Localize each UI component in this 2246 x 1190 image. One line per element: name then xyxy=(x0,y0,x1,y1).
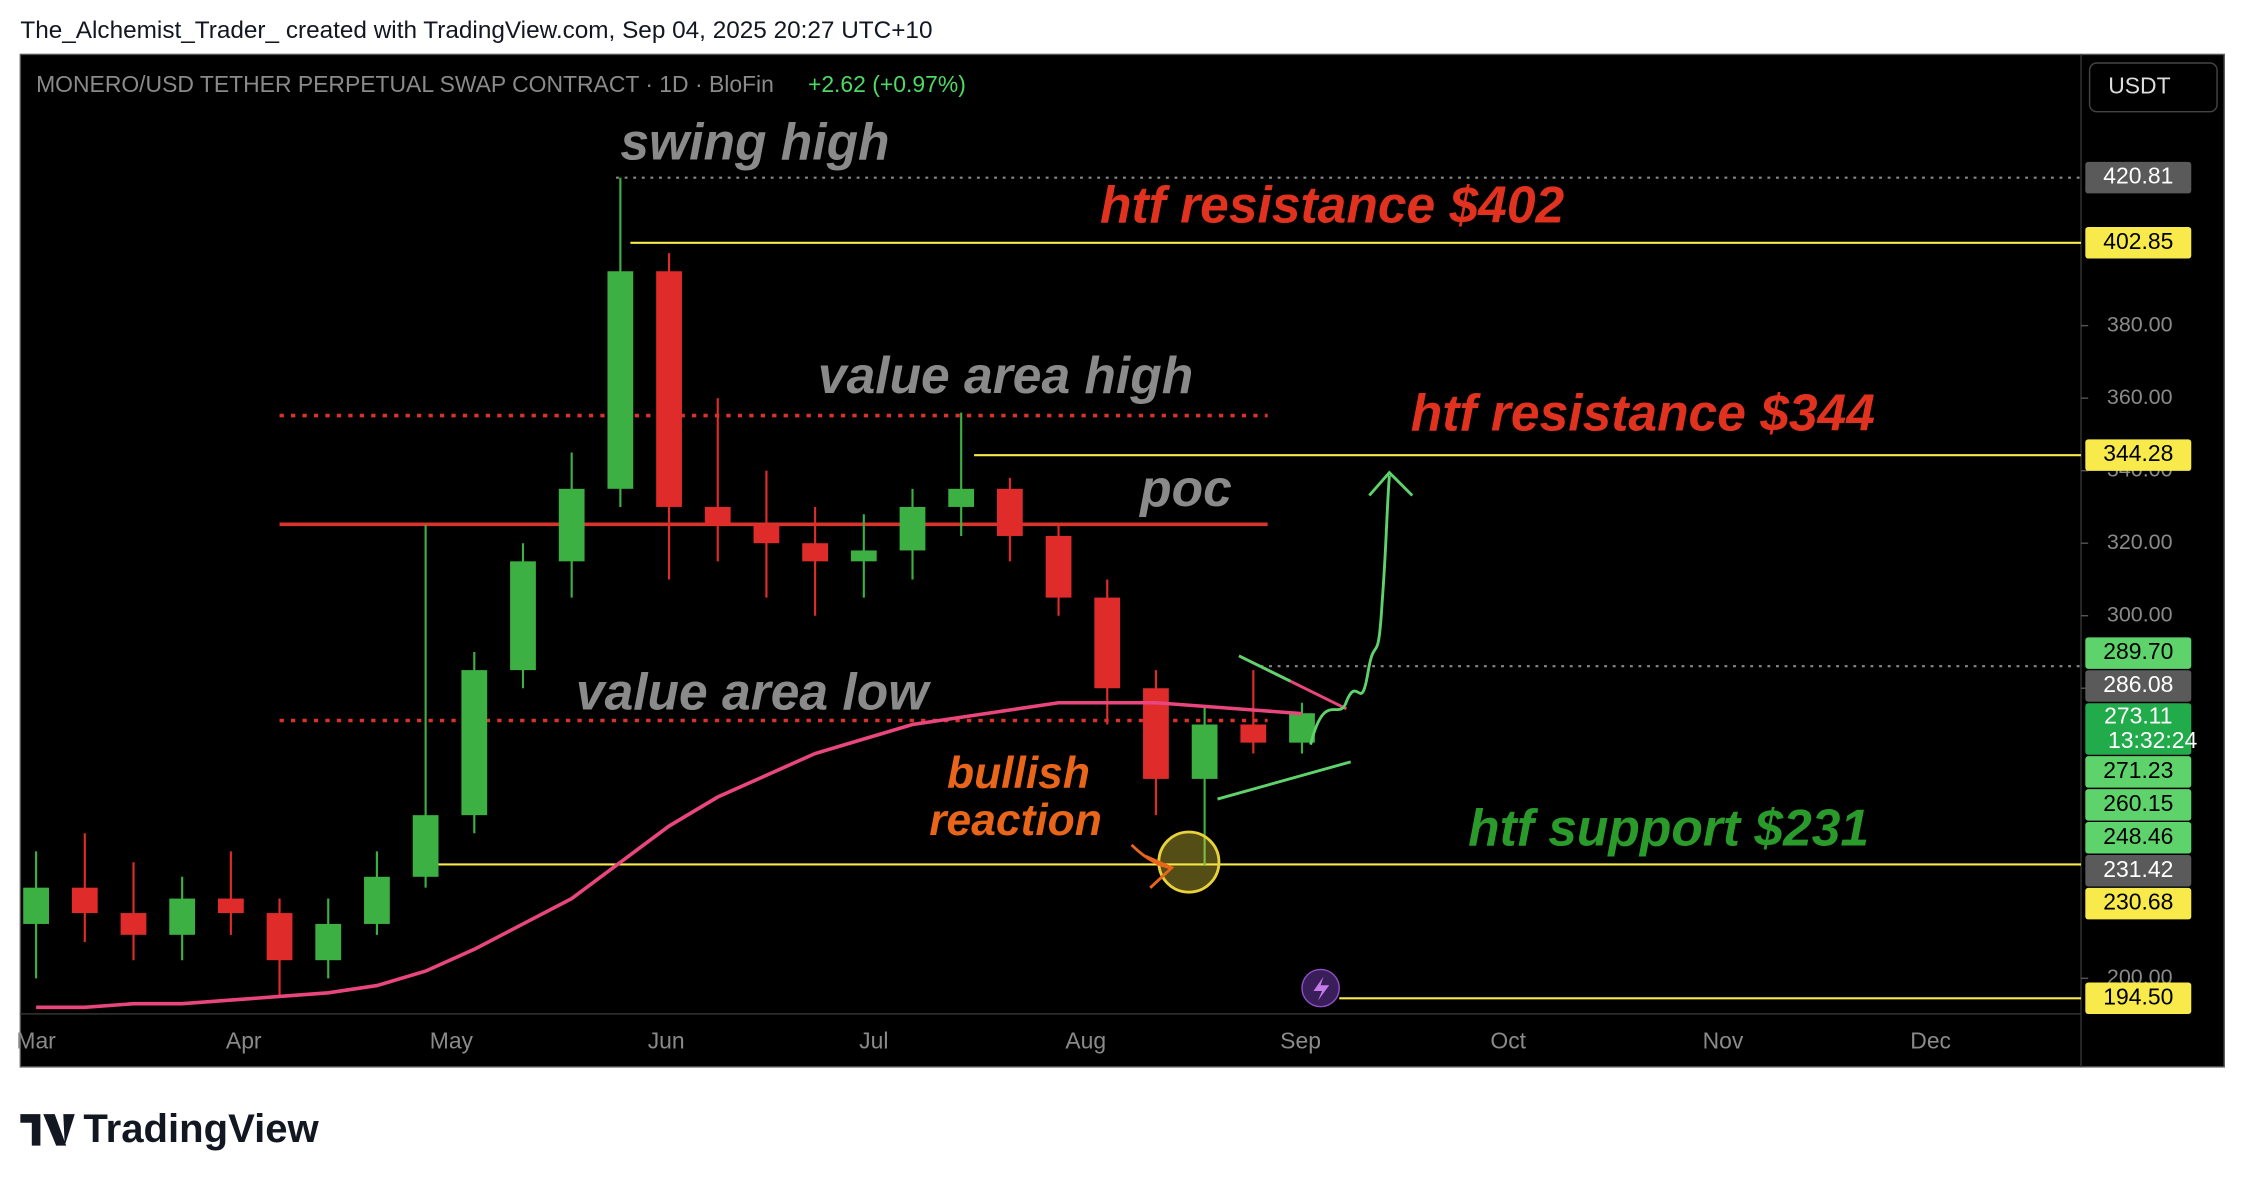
candle-body xyxy=(1289,713,1315,743)
price-marker xyxy=(2085,789,2192,821)
price-marker xyxy=(2085,439,2192,471)
x-tick-label: Aug xyxy=(1065,1028,1106,1054)
price-marker-label: 260.15 xyxy=(2103,790,2173,816)
price-marker xyxy=(2085,756,2192,788)
candle-body xyxy=(948,488,975,507)
candle-body xyxy=(364,876,390,924)
annotation: reaction xyxy=(929,796,1102,845)
candle-body xyxy=(1240,724,1267,743)
price-marker xyxy=(2085,227,2192,259)
x-tick-label: Apr xyxy=(226,1028,262,1054)
annotation: swing high xyxy=(620,113,889,171)
price-marker-label: 344.28 xyxy=(2103,440,2173,466)
price-marker xyxy=(2085,161,2192,194)
candle-body xyxy=(607,271,634,489)
price-marker-label: 271.23 xyxy=(2103,757,2173,783)
candle-body xyxy=(899,506,926,551)
highlight-circle xyxy=(1157,830,1221,894)
y-tick-label: 380.00 xyxy=(2107,312,2173,336)
symbol-title: MONERO/USD TETHER PERPETUAL SWAP CONTRAC… xyxy=(36,71,774,97)
price-marker-label: 420.81 xyxy=(2103,163,2173,189)
candle-body xyxy=(1094,597,1121,689)
y-tick-label: 320.00 xyxy=(2107,530,2173,554)
arrow-head xyxy=(1368,470,1414,497)
x-tick-label: Jul xyxy=(859,1028,888,1054)
x-tick-label: Sep xyxy=(1280,1028,1321,1054)
price-marker xyxy=(2085,822,2192,854)
candle-body xyxy=(266,913,293,961)
candle-body xyxy=(850,550,877,562)
price-marker-label: 289.70 xyxy=(2103,638,2173,664)
annotation: value area low xyxy=(576,663,931,721)
price-marker xyxy=(2085,982,2192,1015)
currency-label[interactable]: USDT xyxy=(2108,72,2170,98)
price-marker xyxy=(2085,670,2192,702)
candle-body xyxy=(802,543,829,562)
currency-button[interactable] xyxy=(2088,62,2218,113)
annotation: value area high xyxy=(818,346,1193,404)
price-change: +2.62 (+0.97%) xyxy=(808,71,966,97)
annotation: poc xyxy=(1138,459,1232,517)
price-marker xyxy=(2085,887,2192,920)
candle-body xyxy=(753,525,780,544)
candle-body xyxy=(1045,535,1072,598)
byline: The_Alchemist_Trader_ created with Tradi… xyxy=(20,17,932,44)
x-tick-label: Jun xyxy=(648,1028,685,1054)
candle-body xyxy=(704,506,731,526)
price-marker-label: 230.68 xyxy=(2103,889,2173,915)
price-marker xyxy=(2085,637,2192,669)
annotation: htf support $231 xyxy=(1468,799,1869,857)
price-marker xyxy=(2085,854,2192,887)
alert-icon-bolt[interactable] xyxy=(1313,976,1330,1001)
candle-body xyxy=(510,561,536,671)
x-tick-label: Mar xyxy=(16,1028,56,1054)
price-axis: 380.00360.00340.00320.00300.00280.00200.… xyxy=(2081,161,2197,1015)
annotation: htf resistance $344 xyxy=(1411,383,1875,441)
drawings xyxy=(1130,470,1414,1008)
candle-body xyxy=(23,887,49,924)
candle-body xyxy=(71,887,98,914)
brand-logo xyxy=(20,1114,75,1146)
candle-body xyxy=(656,271,682,507)
moving-average xyxy=(36,700,1303,1010)
annotations: swing high htf resistance $402 value are… xyxy=(576,113,1875,857)
candle-body xyxy=(120,913,147,935)
projection-arrow xyxy=(1309,475,1391,745)
price-marker xyxy=(2085,703,2192,755)
plot xyxy=(23,176,2082,1010)
price-marker-label: 273.11 xyxy=(2104,703,2172,729)
price-marker-label: 286.08 xyxy=(2103,671,2173,697)
price-marker-label: 231.42 xyxy=(2103,856,2173,882)
annotation: bullish xyxy=(947,749,1090,798)
candle-body xyxy=(217,898,244,914)
brand-name: TradingView xyxy=(83,1107,319,1151)
price-marker-label: 402.85 xyxy=(2103,228,2173,254)
candle-body xyxy=(461,670,488,816)
triangle-lower xyxy=(1217,760,1352,801)
candle-body xyxy=(169,898,196,935)
annotation: htf resistance $402 xyxy=(1100,176,1565,234)
x-tick-label: Nov xyxy=(1703,1028,1744,1054)
price-marker-label: 194.50 xyxy=(2103,983,2173,1009)
countdown: 13:32:24 xyxy=(2108,727,2197,753)
candle-body xyxy=(996,488,1023,536)
triangle-upper xyxy=(1238,654,1348,711)
candle-body xyxy=(1191,724,1218,779)
x-tick-label: Dec xyxy=(1910,1028,1951,1054)
candle-body xyxy=(558,488,585,562)
candle-body xyxy=(315,923,342,961)
x-tick-label: May xyxy=(430,1028,474,1054)
y-tick-label: 300.00 xyxy=(2107,602,2173,626)
reaction-arrow xyxy=(1130,843,1175,889)
candle-body xyxy=(412,815,439,877)
y-tick-label: 360.00 xyxy=(2107,385,2173,409)
price-marker-label: 248.46 xyxy=(2103,823,2173,849)
x-tick-label: Oct xyxy=(1490,1028,1526,1054)
